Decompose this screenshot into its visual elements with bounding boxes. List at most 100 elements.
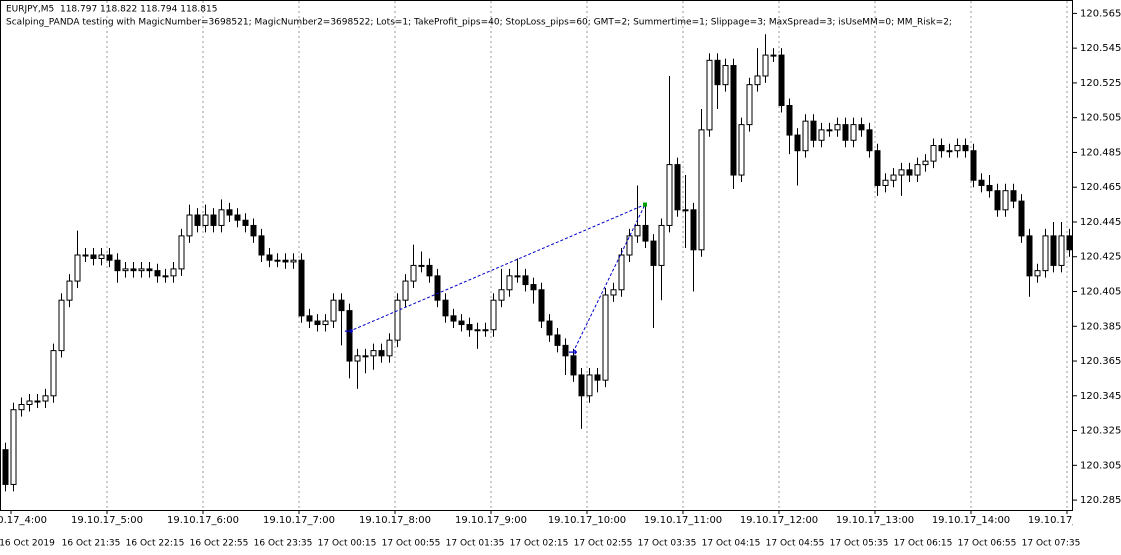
candle-body: [466, 324, 473, 331]
x-tick-label: 19.10.17_11:00: [644, 515, 722, 526]
candle-body: [26, 400, 33, 405]
axes: 19.10.17_4:00 19.10.17_5:00 19.10.17_6:00 1…: [0, 510, 1073, 526]
candle-body: [50, 350, 57, 397]
trade-line: [572, 204, 646, 353]
candle-body: [1042, 235, 1049, 272]
x-tick-label: 19.10.17_7:00: [263, 515, 335, 526]
date-label: 17 Oct 07:35: [1022, 539, 1081, 549]
y-tick-label: 120.385: [1080, 321, 1121, 332]
candle-body: [282, 259, 289, 263]
candle-body: [498, 289, 505, 301]
date-label: 16 Oct 22:15: [126, 539, 185, 549]
candle-body: [770, 54, 777, 57]
candle-body: [458, 320, 465, 326]
candle-body: [778, 54, 785, 107]
candle-body: [130, 268, 137, 272]
candle-body: [810, 120, 817, 141]
candle-body: [402, 280, 409, 301]
candle-body: [306, 315, 313, 322]
y-tick-label: 120.365: [1080, 356, 1121, 367]
candle-body: [330, 299, 337, 322]
trade-entry-marker: →: [568, 345, 577, 358]
candle-body: [962, 144, 969, 152]
candle-body: [450, 315, 457, 322]
candle-body: [946, 150, 953, 153]
candle-body: [1066, 235, 1073, 251]
candle-body: [610, 289, 617, 296]
candle-body: [410, 264, 417, 282]
x-tick-label: 19.10.17_4:00: [0, 515, 47, 526]
candle-body: [1026, 235, 1033, 277]
candles: [2, 34, 1073, 492]
candle-body: [2, 449, 9, 485]
candle-body: [818, 129, 825, 141]
candle-body: [690, 209, 697, 251]
x-tick-label: 19.10.17_14:00: [932, 515, 1010, 526]
candle-body: [658, 224, 665, 266]
date-label: 17 Oct 03:35: [638, 539, 697, 549]
date-label: 16 Oct 22:55: [190, 539, 249, 549]
candle-body: [138, 268, 145, 272]
candle-body: [346, 310, 353, 362]
candle-body: [626, 235, 633, 256]
candle-body: [794, 134, 801, 152]
candle-body: [994, 190, 1001, 211]
candle-body: [154, 270, 161, 277]
y-tick-label: 120.405: [1080, 287, 1121, 298]
candle-body: [74, 254, 81, 282]
candle-body: [858, 124, 865, 131]
candle-body: [90, 254, 97, 259]
date-label: 17 Oct 02:15: [510, 539, 569, 549]
candle-body: [178, 235, 185, 270]
candle-body: [754, 75, 761, 86]
candle-body: [938, 144, 945, 152]
candle-body: [290, 259, 297, 263]
candle-body: [850, 124, 857, 141]
candle-body: [10, 409, 17, 485]
candle-body: [202, 214, 209, 226]
candle-body: [210, 214, 217, 226]
candle-body: [418, 264, 425, 267]
y-tick-label: 120.565: [1080, 8, 1121, 19]
date-label: 16 Oct 23:35: [254, 539, 313, 549]
y-tick-label: 120.485: [1080, 147, 1121, 158]
candle-body: [66, 280, 73, 301]
candle-body: [698, 129, 705, 251]
candle-body: [114, 259, 121, 272]
date-label: 17 Oct 02:55: [574, 539, 633, 549]
date-label: 17 Oct 06:55: [958, 539, 1017, 549]
y-tick-label: 120.505: [1080, 113, 1121, 124]
candle-body: [362, 355, 369, 358]
trade-line: [348, 204, 646, 332]
candle-body: [298, 259, 305, 317]
candle-body: [482, 329, 489, 332]
candle-body: [34, 400, 41, 403]
candle-body: [250, 224, 257, 237]
candle-body: [730, 65, 737, 176]
x-tick-label: 19.10.17_9:00: [455, 515, 527, 526]
candle-body: [882, 179, 889, 186]
candle-body: [874, 150, 881, 186]
candle-body: [146, 268, 153, 272]
date-label: 17 Oct 06:15: [894, 539, 953, 549]
candle-body: [106, 254, 113, 261]
candle-body: [762, 54, 769, 77]
x-tick-label: 19.10.17_6:00: [167, 515, 239, 526]
candle-body: [266, 254, 273, 261]
trade-entry-marker: →: [344, 324, 353, 337]
candle-body: [562, 344, 569, 357]
candle-body: [338, 299, 345, 312]
candle-body: [738, 124, 745, 176]
y-tick-label: 120.425: [1080, 252, 1121, 263]
x-tick-label: 19.10.17_10:00: [548, 515, 626, 526]
candle-body: [842, 124, 849, 141]
candle-body: [242, 219, 249, 226]
candle-body: [650, 240, 657, 266]
trades: →→: [344, 202, 647, 358]
x-tick-label: 19.10.17_8:00: [359, 515, 431, 526]
candle-body: [426, 264, 433, 277]
y-axis: 120.565 120.545 120.525 120.505 120.485 120.4…: [1073, 8, 1121, 506]
candle-body: [954, 144, 961, 152]
candle-body: [1058, 235, 1065, 266]
candle-body: [386, 339, 393, 357]
